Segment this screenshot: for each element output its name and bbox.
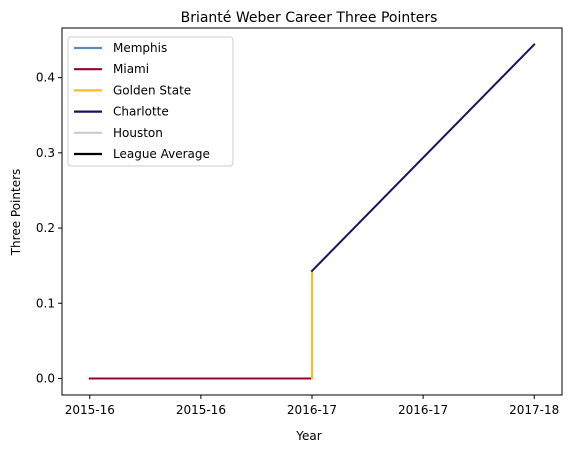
x-tick-label: 2016-17: [287, 403, 337, 417]
legend-box: [67, 36, 234, 167]
legend-label: Houston: [113, 126, 163, 140]
y-tick-label: 0.1: [36, 296, 55, 310]
x-tick-label: 2015-16: [65, 403, 115, 417]
y-tick-label: 0.2: [36, 221, 55, 235]
y-tick-label: 0.0: [36, 371, 55, 385]
legend-label: Miami: [113, 62, 149, 76]
legend-label: Golden State: [113, 83, 191, 97]
legend-label: Charlotte: [113, 105, 169, 119]
series-layer: [88, 43, 536, 380]
legend-label: Memphis: [113, 41, 167, 55]
x-axis-ticks: 2015-162015-162016-172016-172017-182017-…: [65, 395, 559, 417]
x-tick-label: 2015-16: [176, 403, 226, 417]
plot-frame: [61, 27, 563, 396]
y-axis-label: Three Pointers: [9, 169, 23, 257]
y-tick-label: 0.4: [36, 71, 55, 85]
x-tick-label: 2017-18: [509, 403, 559, 417]
legend: Memphis Miami Golden State Charlotte Houston…: [67, 36, 234, 167]
legend-label: League Average: [113, 147, 210, 161]
y-axis-ticks: 0.0 0.1 0.2 0.3 0.4: [36, 71, 62, 385]
x-axis-label: Year: [295, 429, 321, 443]
y-tick-label: 0.3: [36, 146, 55, 160]
series-line-charlotte: [310, 43, 536, 273]
chart-title: Brianté Weber Career Three Pointers: [181, 10, 438, 26]
x-tick-label: 2016-17: [398, 403, 448, 417]
